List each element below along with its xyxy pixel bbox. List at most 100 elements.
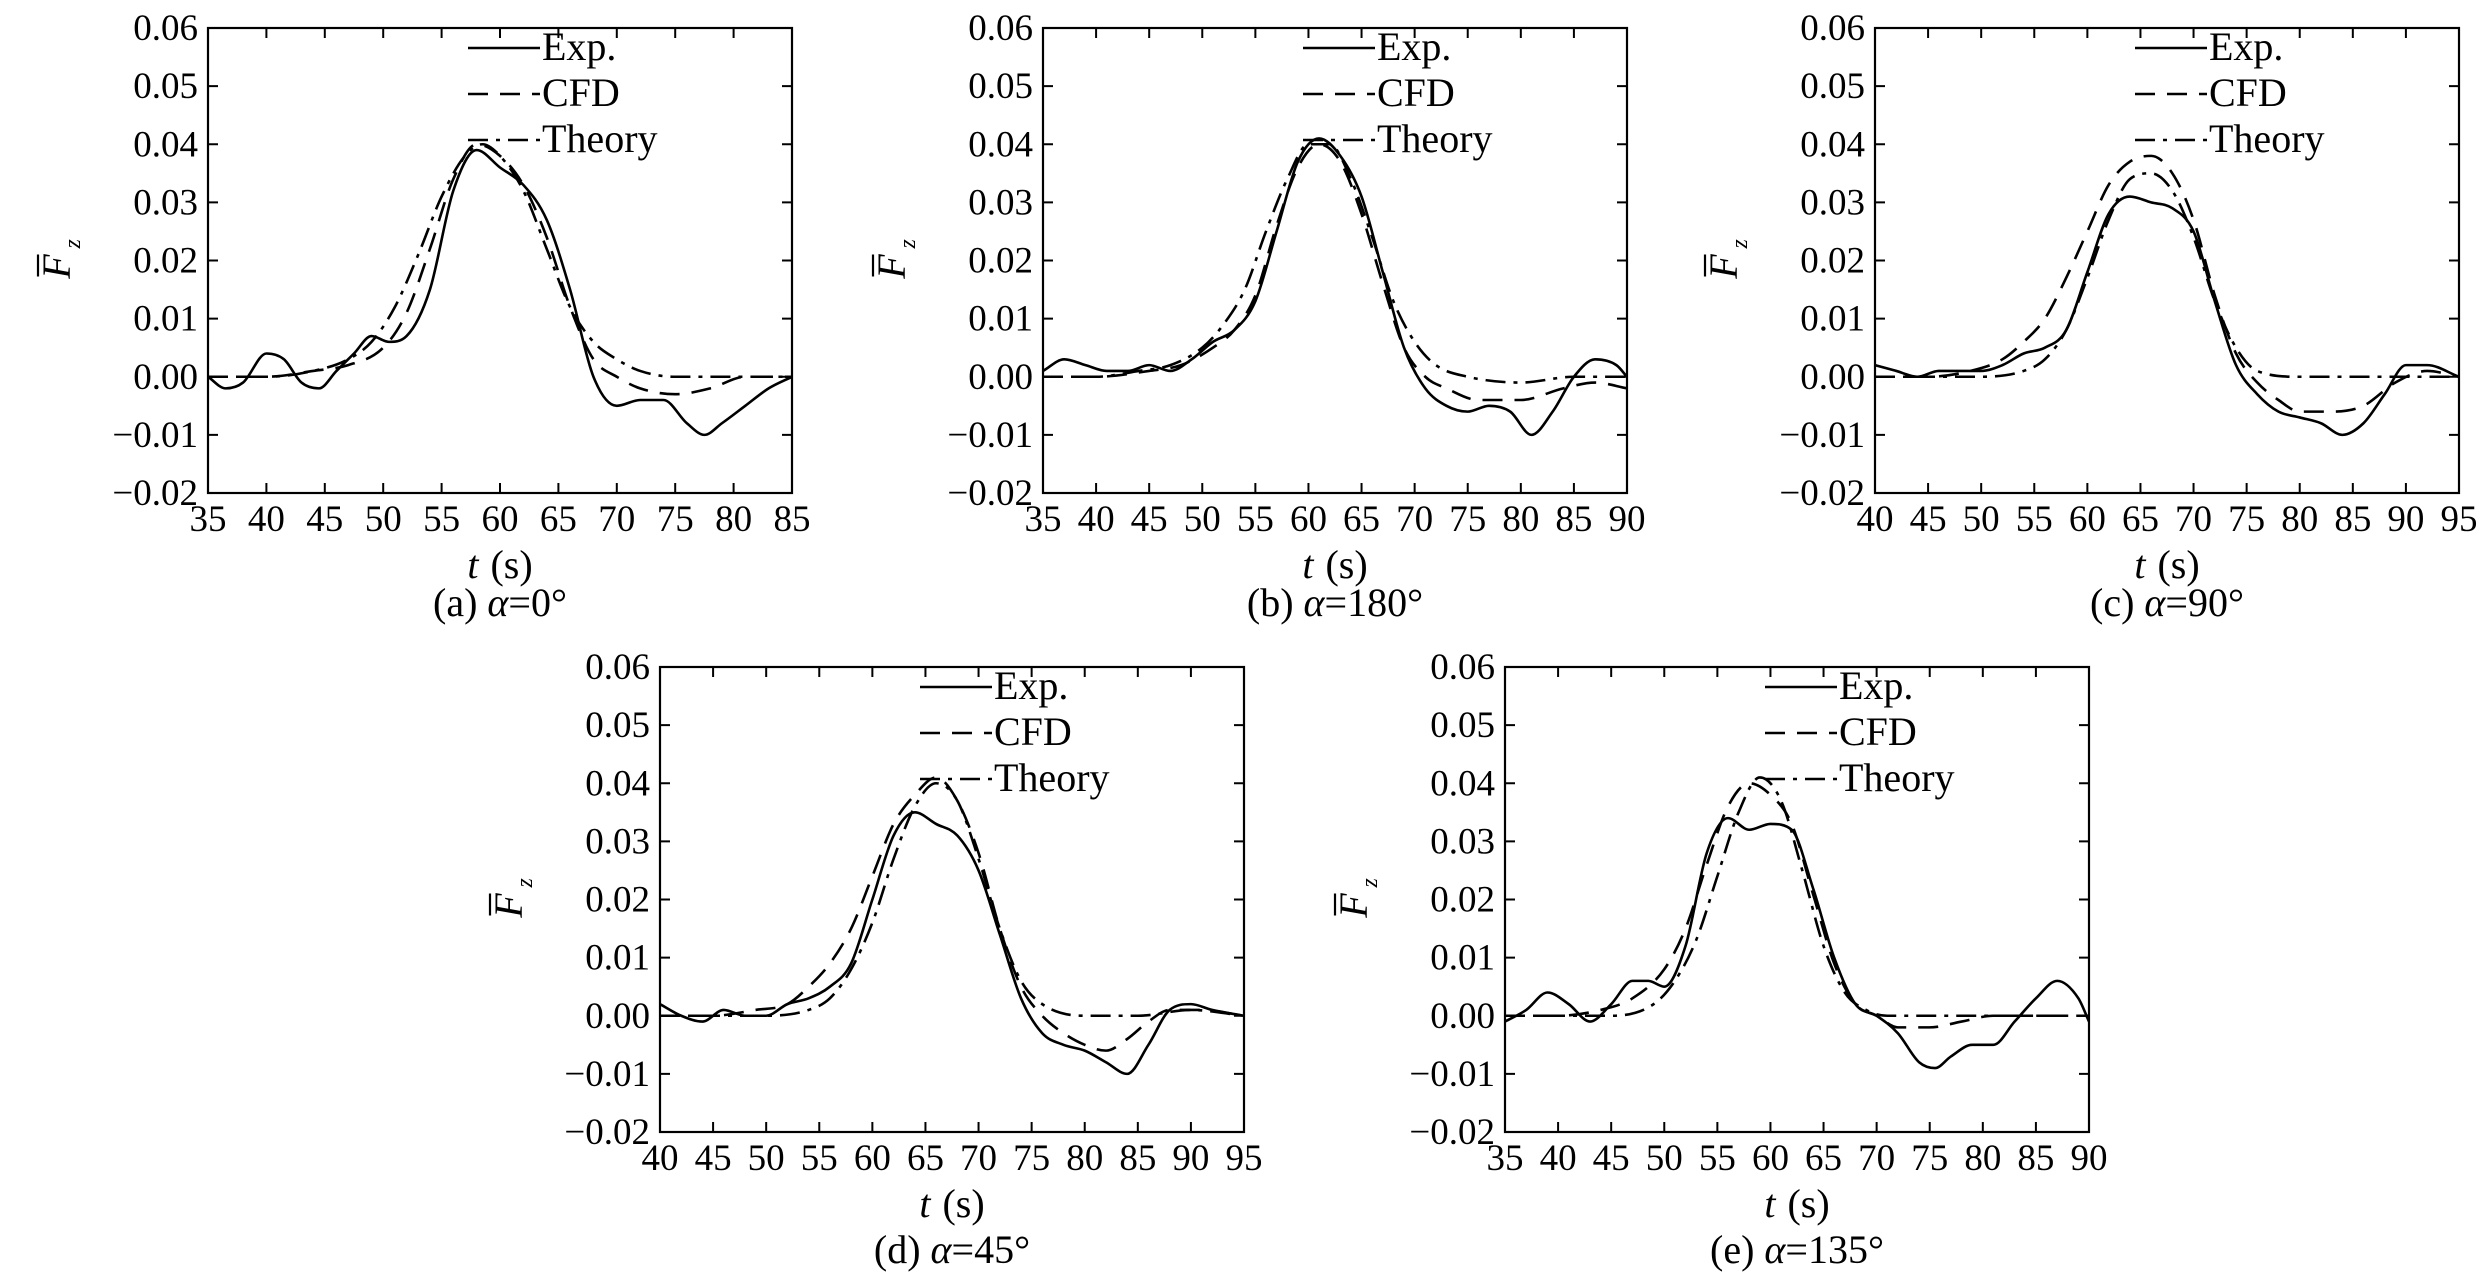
- x-tick-label: 80: [715, 499, 752, 540]
- x-tick-label: 40: [248, 499, 285, 540]
- x-tick-label: 65: [2122, 499, 2159, 540]
- y-axis-title: Fz: [869, 239, 921, 280]
- y-tick-label: 0.06: [1430, 647, 1495, 688]
- x-tick-label: 80: [1964, 1138, 2001, 1179]
- x-axis-symbol: t: [467, 542, 479, 587]
- x-tick-label: 95: [1226, 1138, 1263, 1179]
- y-axis-subscript: z: [512, 878, 538, 889]
- x-tick-label: 45: [1593, 1138, 1630, 1179]
- x-tick-label: 70: [2175, 499, 2212, 540]
- y-tick-label: 0.00: [1430, 996, 1495, 1037]
- x-tick-label: 50: [1646, 1138, 1683, 1179]
- x-tick-label: 65: [1343, 499, 1380, 540]
- x-tick-label: 35: [1025, 499, 1062, 540]
- caption-prefix: (a): [433, 580, 477, 625]
- y-tick-label: −0.02: [1409, 1112, 1495, 1153]
- panel-caption: (e) α=135°: [1710, 1227, 1884, 1272]
- caption-value: =180°: [1325, 580, 1424, 625]
- caption-value: =0°: [508, 580, 567, 625]
- x-axis-symbol: t: [1302, 542, 1314, 587]
- x-tick-label: 60: [1752, 1138, 1789, 1179]
- x-tick-label: 85: [1555, 499, 1592, 540]
- caption-prefix: (e): [1710, 1227, 1754, 1272]
- x-tick-label: 60: [482, 499, 519, 540]
- chart-panel-d: 40 45 50 55 60 65 70 75 80 85 90 95 −0.02 −0.01 0.00 0.…: [486, 647, 1263, 1272]
- series-line-theory: [208, 142, 792, 379]
- y-tick-label: 0.02: [133, 241, 198, 282]
- y-tick-label: 0.02: [585, 880, 650, 921]
- chart-panel-b: 35 40 45 50 55 60 65 70 75 80 85 90 −0.02 −0.01 0.00 0.…: [869, 8, 1646, 625]
- x-tick-label: 45: [1131, 499, 1168, 540]
- x-tick-label: 45: [695, 1138, 732, 1179]
- legend-label: Theory: [1377, 116, 1493, 161]
- legend-label: CFD: [1377, 70, 1455, 115]
- y-tick-label: −0.02: [947, 473, 1033, 514]
- y-tick-label: 0.03: [585, 821, 650, 862]
- y-tick-label: −0.01: [564, 1054, 650, 1095]
- x-tick-label: 55: [801, 1138, 838, 1179]
- y-tick-label: 0.00: [968, 357, 1033, 398]
- chart-panel-e: 35 40 45 50 55 60 65 70 75 80 85 90 −0.02 −0.01 0.00 0.…: [1331, 647, 2108, 1272]
- y-tick-label: 0.02: [1800, 241, 1865, 282]
- caption-symbol: α: [1304, 580, 1326, 625]
- legend-label: Theory: [2209, 116, 2325, 161]
- y-tick-label: 0.04: [1430, 763, 1495, 804]
- y-tick-label: 0.01: [968, 299, 1033, 340]
- legend-label: CFD: [994, 709, 1072, 754]
- chart-panel-a: 35 40 45 50 55 60 65 70 75 80 85 −0.02 −0.01 0.00 0.01…: [34, 8, 811, 625]
- panel-caption: (a) α=0°: [433, 580, 567, 625]
- x-tick-label: 90: [1172, 1138, 1209, 1179]
- y-tick-label: 0.06: [585, 647, 650, 688]
- y-axis-title: Fz: [1701, 239, 1753, 280]
- series-line-cfd: [660, 776, 1244, 1052]
- y-tick-label: 0.05: [133, 66, 198, 107]
- x-axis-unit: (s): [1787, 1181, 1829, 1226]
- plot-frame: [658, 665, 1246, 1134]
- legend-label: CFD: [1839, 709, 1917, 754]
- x-tick-label: 75: [1013, 1138, 1050, 1179]
- y-tick-label: 0.04: [1800, 124, 1865, 165]
- y-tick-label: −0.01: [1409, 1054, 1495, 1095]
- y-tick-label: 0.00: [585, 996, 650, 1037]
- series-line-exp: [1043, 137, 1627, 437]
- y-tick-label: 0.03: [968, 182, 1033, 223]
- x-tick-label: 75: [1449, 499, 1486, 540]
- legend-label: CFD: [542, 70, 620, 115]
- y-tick-label: 0.01: [133, 299, 198, 340]
- y-tick-label: 0.06: [133, 8, 198, 49]
- legend-label: Exp.: [1839, 663, 1913, 708]
- x-tick-label: 65: [540, 499, 577, 540]
- plot-frame: [1873, 26, 2461, 495]
- y-tick-label: 0.02: [1430, 880, 1495, 921]
- x-tick-label: 45: [306, 499, 343, 540]
- y-tick-label: 0.01: [1430, 938, 1495, 979]
- panel-caption: (c) α=90°: [2090, 580, 2244, 625]
- y-axis-title: Fz: [34, 239, 86, 280]
- y-tick-label: 0.01: [1800, 299, 1865, 340]
- x-axis-symbol: t: [1764, 1181, 1776, 1226]
- x-axis-symbol: t: [919, 1181, 931, 1226]
- y-tick-label: 0.00: [1800, 357, 1865, 398]
- x-tick-label: 90: [2387, 499, 2424, 540]
- series-line-cfd: [208, 142, 792, 396]
- x-tick-label: 40: [642, 1138, 679, 1179]
- caption-prefix: (d): [874, 1227, 921, 1272]
- x-tick-label: 50: [1963, 499, 2000, 540]
- y-tick-label: 0.05: [1430, 705, 1495, 746]
- y-axis-subscript: z: [1357, 878, 1383, 889]
- x-tick-label: 75: [1911, 1138, 1948, 1179]
- series-line-theory: [660, 781, 1244, 1018]
- x-tick-label: 85: [774, 499, 811, 540]
- y-axis-symbol: F: [34, 254, 79, 280]
- plot-frame: [206, 26, 794, 495]
- y-tick-label: −0.01: [947, 415, 1033, 456]
- y-axis-subscript: z: [1727, 239, 1753, 250]
- series-line-cfd: [1043, 142, 1627, 402]
- x-tick-label: 75: [657, 499, 694, 540]
- x-tick-label: 80: [2281, 499, 2318, 540]
- legend-label: Theory: [1839, 755, 1955, 800]
- x-axis-title: t (s): [2134, 542, 2199, 587]
- y-tick-label: 0.05: [585, 705, 650, 746]
- legend-label: Theory: [542, 116, 658, 161]
- caption-value: =45°: [952, 1227, 1031, 1272]
